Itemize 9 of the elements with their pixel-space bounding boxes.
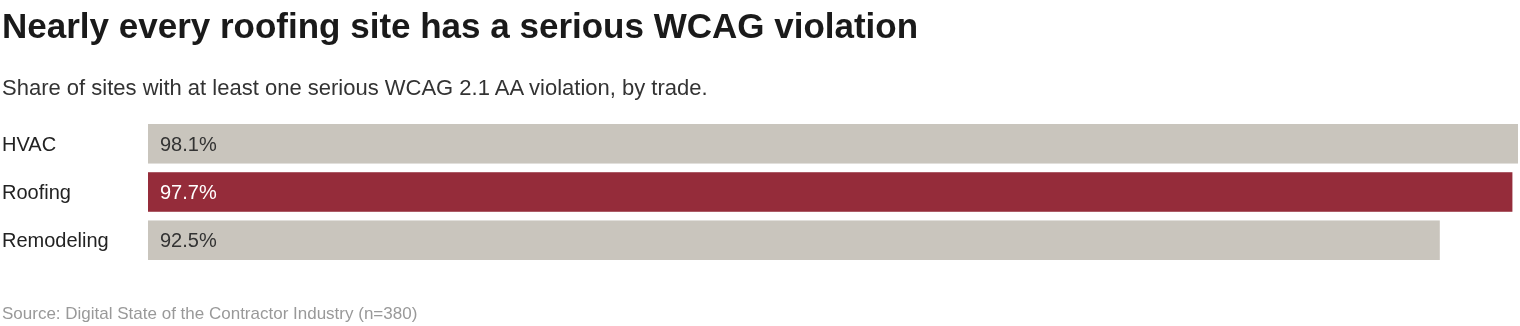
source-note: Source: Digital State of the Contractor Industry (n=380): [2, 304, 418, 323]
y-tick-label: HVAC: [2, 132, 57, 155]
y-tick-label: Roofing: [2, 181, 71, 203]
chart-subtitle: Share of sites with at least one serious WCAG 2.1 AA violation, by trade.: [2, 75, 708, 100]
data-label: 97.7%: [160, 181, 217, 203]
y-tick-label: Remodeling: [2, 229, 109, 252]
data-label: 92.5%: [160, 229, 217, 252]
chart-title: Nearly every roofing site has a serious WCAG violation: [2, 6, 919, 45]
data-label: 98.1%: [160, 132, 217, 155]
